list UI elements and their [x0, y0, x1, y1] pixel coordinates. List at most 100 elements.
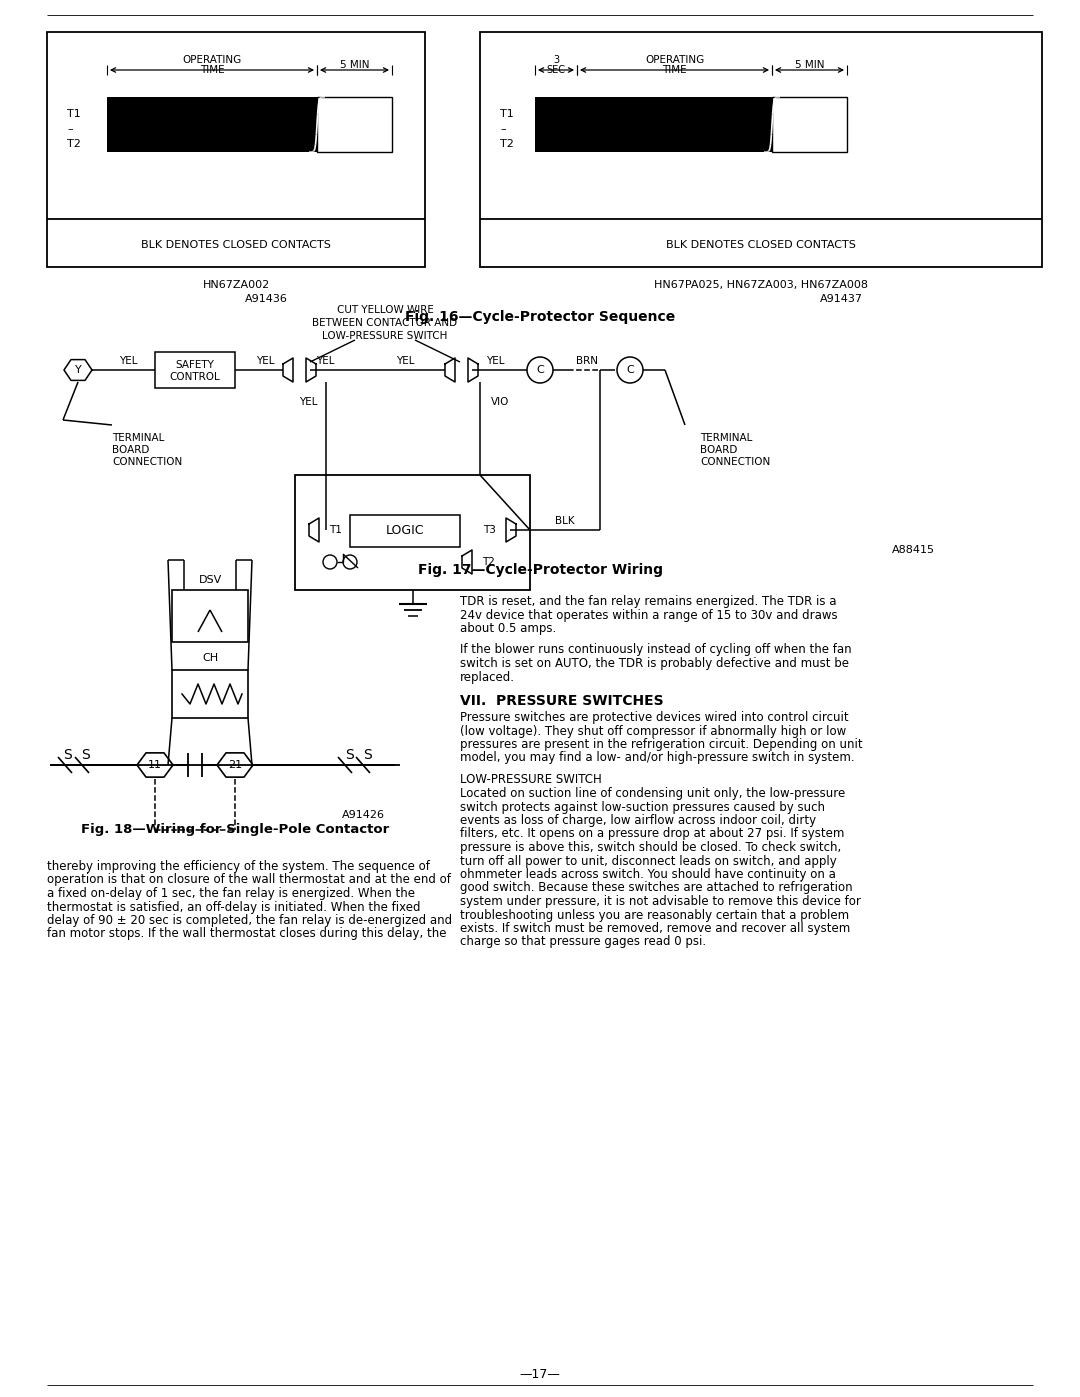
Text: BOARD: BOARD — [700, 446, 738, 455]
Text: YEL: YEL — [119, 356, 137, 366]
Text: HN67PA025, HN67ZA003, HN67ZA008: HN67PA025, HN67ZA003, HN67ZA008 — [654, 279, 868, 291]
Bar — [172, 671, 248, 718]
Text: switch protects against low-suction pressures caused by such: switch protects against low-suction pres… — [460, 800, 825, 813]
Text: –: – — [67, 124, 72, 134]
Bar — [295, 475, 530, 590]
Bar — [156, 352, 235, 388]
Text: (low voltage). They shut off compressor if abnormally high or low: (low voltage). They shut off compressor … — [460, 725, 847, 738]
Text: TIME: TIME — [662, 66, 687, 75]
Text: YEL: YEL — [256, 356, 274, 366]
Bar — [350, 515, 460, 548]
Text: TIME: TIME — [200, 66, 225, 75]
Text: BLK: BLK — [555, 515, 575, 527]
Text: HN67ZA002: HN67ZA002 — [202, 279, 270, 291]
Text: C: C — [536, 365, 544, 374]
Text: BRN: BRN — [576, 356, 598, 366]
Text: OPERATING: OPERATING — [645, 54, 704, 66]
Text: 24v device that operates within a range of 15 to 30v and draws: 24v device that operates within a range … — [460, 609, 838, 622]
Text: troubleshooting unless you are reasonably certain that a problem: troubleshooting unless you are reasonabl… — [460, 908, 849, 922]
Text: TERMINAL: TERMINAL — [700, 433, 753, 443]
Text: 21: 21 — [228, 760, 242, 770]
Text: CUT YELLOW WIRE: CUT YELLOW WIRE — [337, 305, 433, 314]
Text: BETWEEN CONTACTOR AND: BETWEEN CONTACTOR AND — [312, 319, 458, 328]
Text: BLK DENOTES CLOSED CONTACTS: BLK DENOTES CLOSED CONTACTS — [141, 240, 330, 250]
Text: VIO: VIO — [490, 397, 509, 407]
Text: LOW-PRESSURE SWITCH: LOW-PRESSURE SWITCH — [460, 773, 602, 787]
Bar — [107, 96, 318, 152]
Text: If the blower runs continuously instead of cycling off when the fan: If the blower runs continuously instead … — [460, 644, 852, 657]
Text: good switch. Because these switches are attached to refrigeration: good switch. Because these switches are … — [460, 882, 852, 894]
Text: a fixed on-delay of 1 sec, the fan relay is energized. When the: a fixed on-delay of 1 sec, the fan relay… — [48, 887, 415, 900]
Text: SAFETY: SAFETY — [176, 360, 215, 370]
Text: TERMINAL: TERMINAL — [112, 433, 164, 443]
Text: A91426: A91426 — [342, 810, 384, 820]
Text: A88415: A88415 — [892, 545, 935, 555]
Text: Located on suction line of condensing unit only, the low-pressure: Located on suction line of condensing un… — [460, 787, 846, 800]
Text: Pressure switches are protective devices wired into control circuit: Pressure switches are protective devices… — [460, 711, 849, 724]
Text: S: S — [64, 747, 72, 761]
Text: CH: CH — [202, 652, 218, 664]
Bar — [535, 96, 577, 152]
Text: VII.  PRESSURE SWITCHES: VII. PRESSURE SWITCHES — [460, 694, 663, 708]
Text: Y: Y — [75, 365, 81, 374]
Text: BOARD: BOARD — [112, 446, 149, 455]
Text: T1: T1 — [329, 525, 342, 535]
Text: T1: T1 — [500, 109, 514, 119]
Text: T2: T2 — [500, 138, 514, 149]
Text: 5 MIN: 5 MIN — [340, 60, 369, 70]
Text: Fig. 18—Wiring for Single-Pole Contactor: Fig. 18—Wiring for Single-Pole Contactor — [81, 823, 389, 837]
Text: 11: 11 — [148, 760, 162, 770]
Bar — [172, 590, 248, 643]
Text: –: – — [500, 124, 505, 134]
Bar — [318, 96, 392, 152]
Text: operation is that on closure of the wall thermostat and at the end of: operation is that on closure of the wall… — [48, 873, 450, 887]
Text: DSV: DSV — [199, 576, 221, 585]
Text: OPERATING: OPERATING — [183, 54, 242, 66]
Text: thereby improving the efficiency of the system. The sequence of: thereby improving the efficiency of the … — [48, 861, 430, 873]
Text: fan motor stops. If the wall thermostat closes during this delay, the: fan motor stops. If the wall thermostat … — [48, 928, 446, 940]
Text: LOW-PRESSURE SWITCH: LOW-PRESSURE SWITCH — [322, 331, 448, 341]
Text: replaced.: replaced. — [460, 671, 515, 683]
Text: S: S — [364, 747, 373, 761]
Text: BLK DENOTES CLOSED CONTACTS: BLK DENOTES CLOSED CONTACTS — [666, 240, 856, 250]
Text: A91437: A91437 — [820, 293, 863, 305]
Text: Fig. 17—Cycle-Protector Wiring: Fig. 17—Cycle-Protector Wiring — [418, 563, 662, 577]
Text: SEC: SEC — [546, 66, 566, 75]
Text: 3: 3 — [553, 54, 559, 66]
Text: TDR is reset, and the fan relay remains energized. The TDR is a: TDR is reset, and the fan relay remains … — [460, 595, 837, 608]
Text: T1: T1 — [67, 109, 81, 119]
Text: YEL: YEL — [299, 397, 318, 407]
Text: exists. If switch must be removed, remove and recover all system: exists. If switch must be removed, remov… — [460, 922, 850, 935]
Bar — [480, 32, 1042, 267]
Text: filters, etc. It opens on a pressure drop at about 27 psi. If system: filters, etc. It opens on a pressure dro… — [460, 827, 845, 841]
Text: pressures are present in the refrigeration circuit. Depending on unit: pressures are present in the refrigerati… — [460, 738, 863, 752]
Text: delay of 90 ± 20 sec is completed, the fan relay is de-energized and: delay of 90 ± 20 sec is completed, the f… — [48, 914, 453, 928]
Text: thermostat is satisfied, an off-delay is initiated. When the fixed: thermostat is satisfied, an off-delay is… — [48, 901, 420, 914]
Text: S: S — [346, 747, 354, 761]
Text: —17—: —17— — [519, 1369, 561, 1382]
Text: T2: T2 — [67, 138, 81, 149]
Bar — [772, 96, 847, 152]
Text: Fig. 16—Cycle-Protector Sequence: Fig. 16—Cycle-Protector Sequence — [405, 310, 675, 324]
Text: model, you may find a low- and/or high-pressure switch in system.: model, you may find a low- and/or high-p… — [460, 752, 854, 764]
Text: pressure is above this, switch should be closed. To check switch,: pressure is above this, switch should be… — [460, 841, 841, 854]
Text: YEL: YEL — [395, 356, 415, 366]
Text: S: S — [81, 747, 90, 761]
Text: C: C — [626, 365, 634, 374]
Text: YEL: YEL — [315, 356, 334, 366]
Text: LOGIC: LOGIC — [386, 524, 424, 538]
Text: switch is set on AUTO, the TDR is probably defective and must be: switch is set on AUTO, the TDR is probab… — [460, 657, 849, 671]
Text: charge so that pressure gages read 0 psi.: charge so that pressure gages read 0 psi… — [460, 936, 706, 949]
Text: 5 MIN: 5 MIN — [795, 60, 824, 70]
Bar — [577, 96, 772, 152]
Text: system under pressure, it is not advisable to remove this device for: system under pressure, it is not advisab… — [460, 895, 861, 908]
Bar — [48, 32, 426, 267]
Text: CONNECTION: CONNECTION — [112, 457, 183, 467]
Text: A91436: A91436 — [244, 293, 287, 305]
Text: CONTROL: CONTROL — [170, 372, 220, 381]
Text: CONNECTION: CONNECTION — [700, 457, 770, 467]
Text: events as loss of charge, low airflow across indoor coil, dirty: events as loss of charge, low airflow ac… — [460, 814, 816, 827]
Text: ohmmeter leads across switch. You should have continuity on a: ohmmeter leads across switch. You should… — [460, 868, 836, 882]
Text: about 0.5 amps.: about 0.5 amps. — [460, 622, 556, 636]
Text: YEL: YEL — [486, 356, 504, 366]
